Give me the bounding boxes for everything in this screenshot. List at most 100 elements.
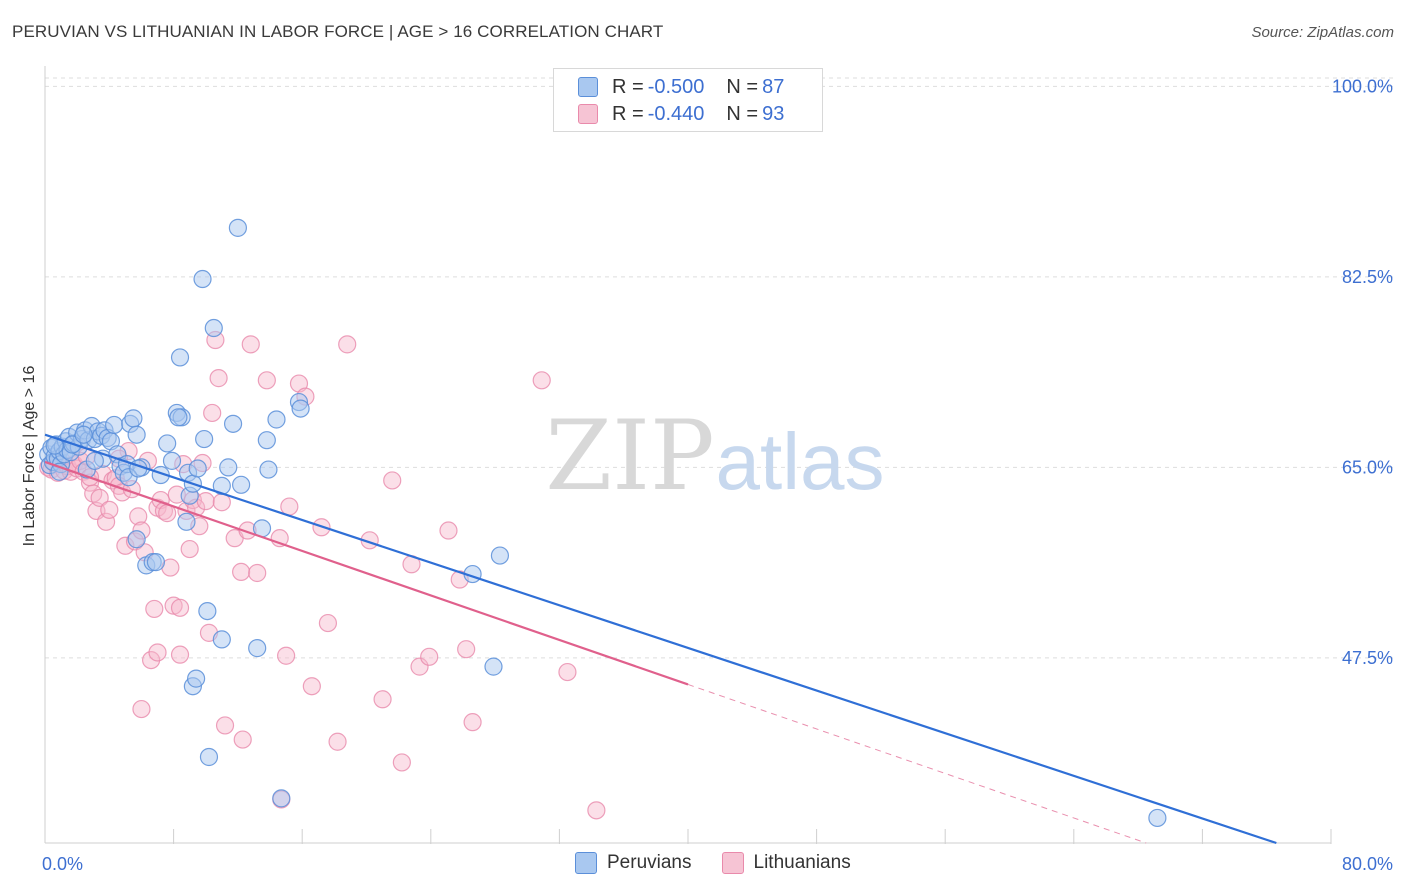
- lithuanian-point: [280, 497, 299, 516]
- lithuanian-point: [558, 662, 577, 682]
- peruvian-point: [85, 451, 104, 470]
- legend-label-lithuanians: Lithuanians: [753, 852, 851, 873]
- peruvian-point: [198, 601, 217, 621]
- trend-lines: [44, 433, 1277, 845]
- series-legend: Peruvians Lithuanians: [575, 852, 881, 874]
- lithuanian-point: [203, 403, 222, 423]
- peruvian-point: [267, 410, 286, 429]
- lithuanian-point: [170, 598, 190, 617]
- lithuanian-point: [587, 801, 606, 820]
- lithuanian-point: [439, 521, 458, 540]
- lithuanian-point: [100, 500, 119, 519]
- peruvians-legend-swatch: [575, 852, 597, 874]
- watermark-atlas: atlas: [716, 417, 885, 506]
- chart-title: PERUVIAN VS LITHUANIAN IN LABOR FORCE | …: [12, 22, 664, 41]
- lithuanians-legend-swatch: [721, 852, 744, 874]
- r-value-peruvians: -0.500: [647, 75, 705, 98]
- lithuanian-point: [532, 371, 551, 390]
- lithuanian-point: [373, 690, 392, 709]
- lithuanians-trend-extension: [687, 683, 1147, 844]
- lithuanian-point: [90, 488, 109, 507]
- peruvian-point: [204, 318, 223, 338]
- peruvian-point: [199, 747, 219, 767]
- correlation-legend: R = -0.500 N = 87 R = -0.440 N = 93: [553, 68, 823, 132]
- n-value-peruvians: 87: [762, 75, 785, 98]
- peruvian-point: [232, 475, 251, 494]
- legend-label-peruvians: Peruvians: [607, 852, 692, 873]
- lithuanian-point: [129, 507, 148, 526]
- peruvian-point: [272, 789, 291, 808]
- lithuanian-point: [318, 613, 338, 633]
- lithuanian-point: [241, 335, 260, 354]
- peruvians-points: [39, 218, 1167, 828]
- lithuanian-point: [170, 645, 190, 664]
- peruvian-point: [228, 218, 247, 237]
- peruvians-swatch: [578, 77, 598, 97]
- peruvian-point: [195, 429, 214, 449]
- peruvian-point: [223, 414, 243, 433]
- peruvians-trend-line: [44, 433, 1277, 845]
- peruvian-point: [484, 657, 503, 676]
- lithuanian-point: [338, 335, 357, 354]
- peruvian-point: [193, 269, 212, 289]
- lithuanian-point: [457, 640, 476, 659]
- peruvian-point: [170, 348, 190, 367]
- lithuanian-point: [383, 471, 402, 490]
- peruvian-point: [169, 408, 188, 427]
- lithuanian-point: [209, 369, 228, 388]
- n-label: N =: [726, 102, 759, 125]
- peruvian-point: [1148, 808, 1167, 828]
- watermark: ZIP atlas: [545, 400, 884, 512]
- y-tick-label: 47.5%: [1342, 648, 1393, 668]
- peruvian-point: [127, 425, 146, 444]
- peruvian-point: [490, 546, 510, 565]
- lithuanian-point: [145, 599, 164, 619]
- peruvian-point: [105, 415, 124, 435]
- lithuanian-point: [180, 539, 199, 559]
- legend-item-peruvians[interactable]: Peruvians: [575, 852, 692, 874]
- peruvian-point: [259, 460, 278, 479]
- lithuanian-point: [232, 562, 251, 582]
- r-label: R =: [612, 75, 644, 98]
- lithuanian-point: [392, 753, 411, 772]
- peruvian-point: [188, 459, 207, 478]
- x-tick-label: 0.0%: [42, 854, 83, 874]
- n-value-lithuanians: 93: [762, 102, 785, 125]
- peruvian-point: [146, 553, 166, 572]
- lithuanian-point: [257, 371, 276, 390]
- peruvian-point: [177, 512, 196, 531]
- lithuanian-point: [196, 492, 215, 511]
- peruvian-point: [124, 409, 143, 428]
- peruvian-point: [248, 639, 267, 658]
- lithuanian-point: [248, 563, 267, 583]
- peruvian-point: [74, 425, 93, 444]
- lithuanian-point: [233, 730, 252, 749]
- lithuanians-trend-line: [44, 460, 689, 686]
- lithuanian-point: [302, 677, 321, 696]
- lithuanian-point: [410, 657, 429, 676]
- lithuanian-point: [420, 647, 439, 666]
- peruvian-point: [257, 431, 276, 450]
- peruvian-point: [162, 451, 182, 470]
- legend-row-lithuanians: R = -0.440 N = 93: [578, 103, 788, 125]
- lithuanians-points: [39, 330, 606, 820]
- tick-labels: 100.0% 82.5% 65.0% 47.5% 0.0% 80.0%: [42, 76, 1393, 874]
- y-tick-label: 82.5%: [1342, 267, 1393, 287]
- peruvian-point: [212, 630, 231, 649]
- n-label: N =: [726, 75, 759, 98]
- r-value-lithuanians: -0.440: [647, 102, 705, 125]
- peruvian-point: [219, 458, 238, 477]
- legend-item-lithuanians[interactable]: Lithuanians: [721, 852, 851, 874]
- lithuanian-point: [96, 512, 116, 531]
- peruvian-point: [187, 669, 206, 688]
- lithuanian-point: [277, 646, 296, 665]
- lithuanian-point: [328, 732, 347, 751]
- watermark-zip: ZIP: [545, 400, 714, 512]
- peruvian-point: [291, 399, 310, 418]
- lithuanian-point: [141, 650, 161, 670]
- lithuanian-point: [463, 713, 482, 732]
- peruvian-point: [158, 434, 177, 453]
- y-tick-label: 100.0%: [1332, 76, 1393, 96]
- r-label: R =: [612, 102, 644, 125]
